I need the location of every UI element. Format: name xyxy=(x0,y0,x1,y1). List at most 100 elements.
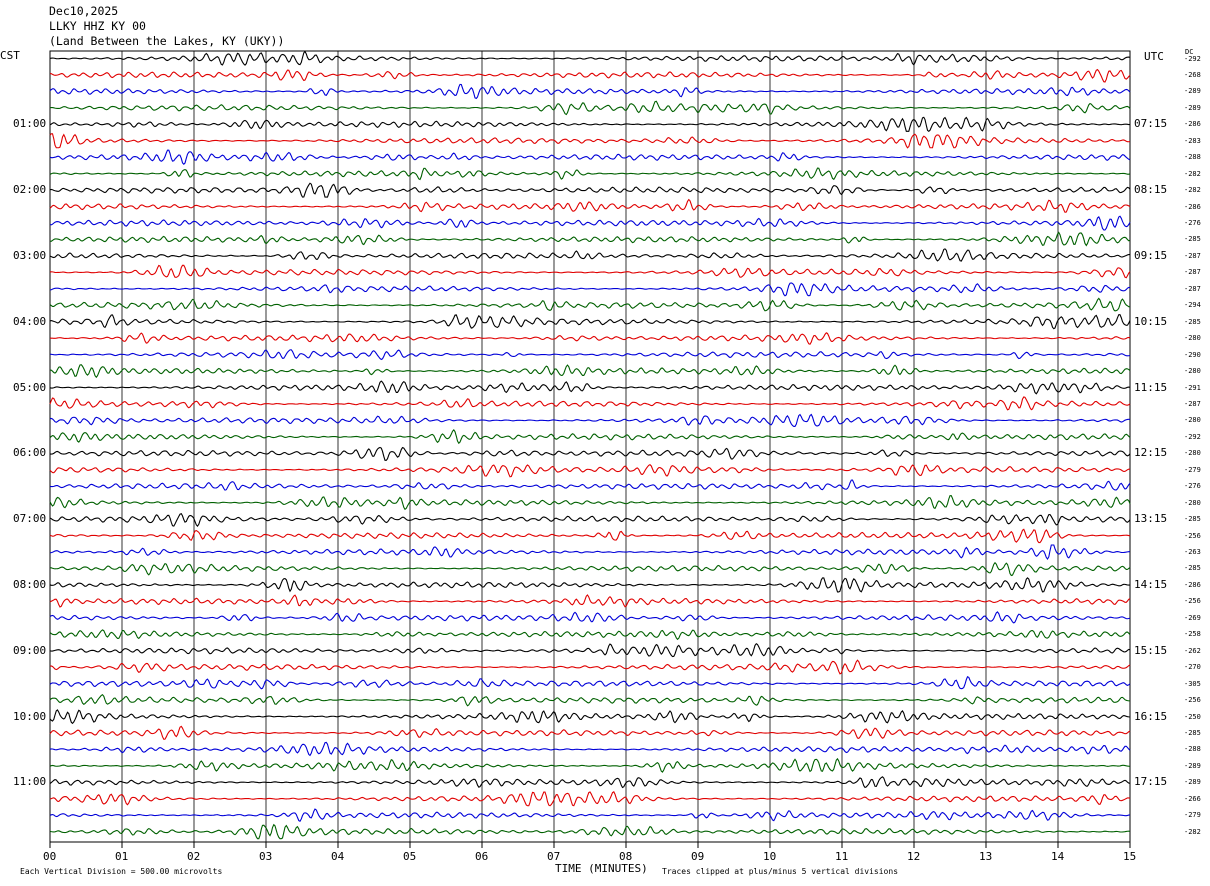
right-timezone-label: UTC xyxy=(1144,50,1164,63)
cst-hour-label: 06:00 xyxy=(13,446,47,460)
dc-offset-value: -287 xyxy=(1184,251,1201,260)
dc-offset-value: -280 xyxy=(1184,416,1201,425)
dc-offset-value: -292 xyxy=(1184,54,1201,63)
dc-offset-value: -263 xyxy=(1184,548,1201,556)
dc-offset-value: -285 xyxy=(1184,515,1201,524)
dc-offset-value: -280 xyxy=(1184,498,1201,507)
x-tick-label: 12 xyxy=(907,850,921,863)
seismic-trace xyxy=(49,248,1131,262)
dc-offset-header: DC xyxy=(1185,48,1194,56)
dc-offset-value: -276 xyxy=(1184,482,1201,491)
x-tick-label: 10 xyxy=(763,850,777,863)
dc-offset-value: -287 xyxy=(1184,284,1201,293)
utc-hour-label: 13:15 xyxy=(1134,512,1168,526)
x-tick-label: 03 xyxy=(259,850,273,863)
dc-offset-value: -269 xyxy=(1184,613,1201,622)
dc-offset-value: -290 xyxy=(1184,350,1201,359)
cst-hour-label: 02:00 xyxy=(13,183,47,197)
dc-offset-value: -286 xyxy=(1184,580,1201,589)
seismic-trace xyxy=(49,332,1131,345)
cst-hour-label: 09:00 xyxy=(13,643,47,657)
station-location: (Land Between the Lakes, KY (UKY)) xyxy=(49,34,285,48)
dc-offset-value: -282 xyxy=(1184,186,1201,195)
seismic-trace xyxy=(49,198,1131,213)
dc-offset-value: -282 xyxy=(1184,827,1201,836)
seismic-trace xyxy=(49,264,1131,279)
seismic-trace xyxy=(49,709,1131,725)
cst-hour-label: 03:00 xyxy=(13,248,47,262)
dc-offset-value: -288 xyxy=(1184,153,1201,162)
x-tick-label: 05 xyxy=(403,850,417,863)
utc-hour-label: 17:15 xyxy=(1134,775,1168,789)
utc-hour-label: 07:15 xyxy=(1134,117,1168,131)
seismic-trace xyxy=(49,380,1131,395)
seismic-trace xyxy=(49,83,1131,100)
dc-offset-value: -285 xyxy=(1184,564,1201,573)
utc-hour-label: 14:15 xyxy=(1134,577,1168,591)
seismic-trace xyxy=(49,512,1131,527)
dc-offset-value: -288 xyxy=(1184,745,1201,754)
dc-offset-value: -256 xyxy=(1184,531,1201,540)
dc-offset-value: -287 xyxy=(1184,399,1201,408)
dc-offset-value: -270 xyxy=(1184,663,1201,672)
dc-offset-value: -294 xyxy=(1184,301,1201,310)
utc-hour-label: 12:15 xyxy=(1134,446,1168,460)
seismic-trace xyxy=(49,611,1131,624)
cst-hour-label: 11:00 xyxy=(13,775,47,789)
dc-offset-value: -280 xyxy=(1184,334,1201,343)
seismic-trace xyxy=(49,349,1131,361)
seismic-trace xyxy=(49,282,1131,297)
x-tick-label: 08 xyxy=(619,850,633,863)
seismic-trace xyxy=(49,231,1131,247)
seismic-trace xyxy=(49,676,1131,690)
seismic-trace xyxy=(49,808,1131,823)
dc-offset-value: -262 xyxy=(1184,646,1201,655)
x-tick-label: 00 xyxy=(43,850,57,863)
utc-hour-label: 09:15 xyxy=(1134,248,1168,262)
dc-offset-value: -266 xyxy=(1184,794,1201,803)
x-tick-label: 14 xyxy=(1051,850,1065,863)
utc-hour-label: 15:15 xyxy=(1134,643,1168,657)
dc-offset-value: -289 xyxy=(1184,761,1201,770)
dc-offset-value: -286 xyxy=(1184,120,1201,129)
dc-offset-value: -280 xyxy=(1184,367,1201,376)
seismic-trace xyxy=(49,314,1131,330)
x-tick-label: 04 xyxy=(331,850,345,863)
seismic-traces xyxy=(49,50,1131,840)
dc-offset-value: -289 xyxy=(1184,103,1201,112)
dc-offset-value: -258 xyxy=(1184,630,1201,639)
utc-hour-label: 11:15 xyxy=(1134,380,1168,394)
cst-hour-label: 08:00 xyxy=(13,577,47,591)
seismic-trace xyxy=(49,149,1131,165)
minute-gridlines xyxy=(121,51,1059,842)
seismic-trace xyxy=(49,659,1131,675)
station-code: LLKY HHZ KY 00 xyxy=(49,19,146,33)
seismic-trace xyxy=(49,116,1131,133)
seismic-trace xyxy=(49,725,1131,740)
dc-offset-value: -276 xyxy=(1184,219,1201,227)
cst-hour-label: 10:00 xyxy=(13,709,47,723)
dc-offset-value: -279 xyxy=(1184,465,1201,474)
seismic-trace xyxy=(49,757,1131,773)
utc-hour-label: 10:15 xyxy=(1134,314,1168,328)
clip-note: Traces clipped at plus/minus 5 vertical … xyxy=(662,867,899,876)
dc-offset-value: -256 xyxy=(1184,696,1201,705)
seismic-trace xyxy=(49,446,1131,461)
utc-hour-label: 08:15 xyxy=(1134,183,1168,197)
seismogram-date: Dec10,2025 xyxy=(49,4,119,18)
dc-offset-value: -268 xyxy=(1184,70,1201,79)
dc-offset-value: -282 xyxy=(1184,169,1201,178)
seismic-trace xyxy=(49,629,1131,641)
seismic-trace xyxy=(49,364,1131,379)
x-tick-label: 07 xyxy=(547,850,561,863)
seismic-trace xyxy=(49,464,1131,478)
dc-offset-value: -283 xyxy=(1184,136,1201,145)
seismic-trace xyxy=(49,693,1131,707)
dc-offset-value: -250 xyxy=(1184,712,1201,721)
cst-hour-label: 05:00 xyxy=(13,380,47,394)
seismic-trace xyxy=(49,561,1131,577)
left-timezone-label: CST xyxy=(0,49,20,62)
seismic-trace xyxy=(49,791,1131,807)
dc-offset-value: -286 xyxy=(1184,202,1201,211)
scale-note: Each Vertical Division = 500.00 microvol… xyxy=(20,867,223,876)
